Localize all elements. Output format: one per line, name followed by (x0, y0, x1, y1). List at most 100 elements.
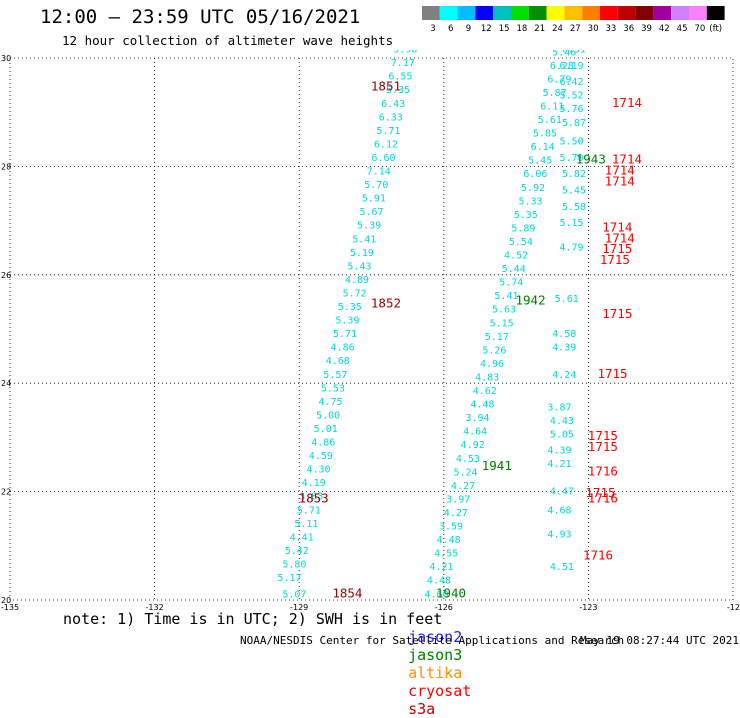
satellite-legend: jason2 jason3 altika cryosat s3a (390, 610, 471, 718)
swh-value: 5.71 (297, 505, 321, 516)
swh-value: 6.79 (547, 74, 571, 85)
swh-value: 5.98 (393, 45, 417, 56)
swh-value: 5.89 (511, 223, 535, 234)
time-label: 1943 (576, 152, 606, 167)
swh-value: 5.52 (559, 91, 583, 102)
swh-value: 6.28 (550, 61, 574, 72)
swh-value: 5.87 (562, 118, 586, 129)
swh-value: 6.21 (562, 7, 586, 18)
x-tick-label: -123 (579, 603, 597, 612)
legend-swatch (546, 6, 565, 20)
swh-value: 5.46 (552, 47, 576, 58)
swh-value: 7.17 (391, 58, 415, 69)
x-tick-label: -132 (146, 603, 164, 612)
swh-value: 5.76 (559, 104, 583, 115)
swh-value: 5.72 (343, 288, 367, 299)
swh-value: 4.55 (434, 549, 458, 560)
swh-value: 5.15 (490, 318, 514, 329)
swh-value: 4.64 (463, 427, 487, 438)
chart-subtitle: 12 hour collection of altimeter wave hei… (62, 33, 394, 48)
swh-value: 5.00 (316, 410, 340, 421)
legend-label: 33 (605, 24, 616, 34)
swh-value: 6.19 (559, 61, 583, 72)
time-label: 1713 (607, 35, 637, 50)
swh-value: 3.87 (547, 402, 571, 413)
scatter-plot: 20 22 24 26 28 30 -135 -132 -129 -126 -123 -12 5.07 5… (1, 7, 740, 612)
swh-value: 5.17 (485, 332, 509, 343)
legend-label: 39 (641, 24, 652, 34)
time-label: 1714 (612, 95, 642, 110)
swh-value: 5.17 (278, 573, 302, 584)
legend-swatch (422, 6, 440, 20)
swh-value: 5.35 (514, 210, 538, 221)
swh-value: 4.86 (331, 343, 355, 354)
legend-label: 45 (677, 24, 688, 34)
swh-value: 4.27 (451, 481, 475, 492)
legend-label: (ft) (709, 24, 722, 34)
swh-value: 4.39 (552, 343, 576, 354)
swh-value: 4.51 (550, 562, 574, 573)
swh-value: 5.71 (333, 329, 357, 340)
swh-value: 4.41 (290, 532, 314, 543)
time-label: 1715 (588, 428, 618, 443)
swh-value: 5.54 (509, 237, 533, 248)
time-label: 1851 (371, 79, 401, 94)
swh-value: 3.94 (465, 413, 489, 424)
swh-value: 5.07 (282, 589, 306, 600)
legend-label: 18 (516, 24, 527, 34)
swh-value: 4.43 (550, 416, 574, 427)
color-legend: 3 6 9 12 15 18 21 24 27 30 33 36 39 42 45 70 (ft) (422, 6, 725, 34)
y-tick-label: 28 (1, 162, 11, 171)
sat-label-jason2: jason2 (408, 628, 463, 646)
x-tick-label: -126 (435, 603, 453, 612)
swh-value: 5.70 (559, 153, 583, 164)
swh-value: 4.21 (547, 459, 571, 470)
swh-value: 4.86 (311, 438, 335, 449)
time-label: 1714 (605, 230, 635, 245)
swh-value: 4.60 (425, 589, 449, 600)
swh-value: 6.08 (555, 34, 579, 45)
swh-value: 5.26 (482, 345, 506, 356)
swh-value: 5.61 (555, 294, 579, 305)
legend-swatch (475, 6, 494, 20)
swh-value: 4.93 (547, 530, 571, 541)
time-label: 1716 (588, 463, 618, 478)
swh-value: 5.19 (350, 248, 374, 259)
swh-value: 5.39 (335, 316, 359, 327)
swh-value: 5.61 (538, 115, 562, 126)
swh-value: 5.97 (557, 20, 581, 31)
legend-label: 70 (694, 24, 705, 34)
time-label: 1714 (605, 163, 635, 178)
legend-label: 27 (570, 24, 581, 34)
swh-value: 6.43 (381, 99, 405, 110)
swh-value: 5.41 (352, 234, 376, 245)
legend-label: 21 (534, 24, 545, 34)
swh-value: 5.50 (559, 137, 583, 148)
legend-swatch (600, 6, 618, 20)
swh-value: 5.58 (562, 202, 586, 213)
swh-value: 4.68 (326, 356, 350, 367)
y-tick-label: 20 (1, 596, 11, 605)
swh-value: 4.68 (547, 505, 571, 516)
swh-value: 6.14 (531, 142, 555, 153)
swh-value: 5.92 (521, 183, 545, 194)
swh-value: 5.44 (502, 264, 526, 275)
legend-swatch (689, 6, 707, 20)
swh-value: 5.57 (323, 370, 347, 381)
legend-label: 9 (466, 24, 471, 34)
time-label: 1715 (585, 485, 615, 500)
time-label: 1942 (516, 293, 546, 308)
time-label: 1714 (605, 173, 635, 188)
swh-value: 5.74 (499, 278, 523, 289)
time-label: 1716 (583, 547, 613, 562)
swh-value: 4.59 (309, 451, 333, 462)
time-label: 1714 (612, 152, 642, 167)
legend-swatch (493, 6, 511, 20)
swh-value: 5.85 (533, 129, 557, 140)
time-label: 1852 (371, 295, 401, 310)
swh-value: 5.33 (519, 196, 543, 207)
swh-value: 4.62 (473, 386, 497, 397)
swh-value: 5.45 (528, 156, 552, 167)
legend-swatch (511, 6, 529, 20)
swh-value: 5.63 (492, 305, 516, 316)
